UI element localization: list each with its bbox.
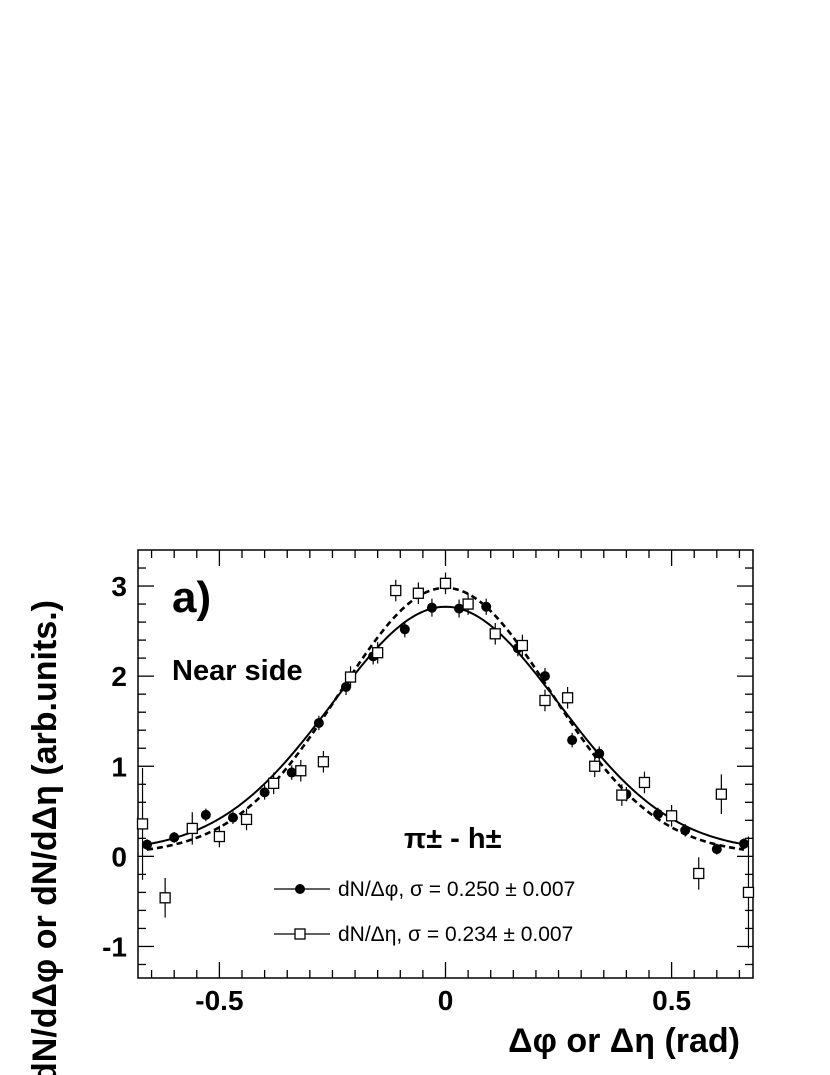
deta-point (616, 789, 628, 801)
deta-point (240, 813, 253, 826)
deta-point (638, 776, 651, 789)
dphi-point (711, 844, 722, 855)
deta-point (539, 694, 551, 707)
dphi-point (680, 825, 691, 836)
deta-point (268, 777, 280, 790)
dphi-point (594, 748, 605, 759)
y-tick-label: 3 (111, 571, 127, 602)
dphi-point (426, 602, 437, 613)
y-tick-label: -1 (102, 931, 127, 962)
dphi-point (567, 735, 578, 746)
deta-point (516, 639, 529, 652)
dphi-point (200, 809, 211, 820)
dphi-point (539, 671, 550, 682)
dphi-point (454, 603, 465, 614)
axis-ticks: -0.5 0 0.5 -1 0 1 2 3 (102, 550, 753, 1016)
y-tick-label: 0 (111, 841, 127, 872)
dphi-point (142, 839, 153, 850)
deta-point (344, 671, 357, 683)
dphi-point (259, 787, 270, 798)
data-points (136, 572, 755, 949)
deta-point (186, 822, 198, 835)
deta-point (317, 756, 330, 768)
dphi-point (399, 624, 410, 635)
x-tick-label: 0 (438, 985, 454, 1016)
deta-point (715, 788, 727, 800)
pair-label: π± - h± (404, 823, 502, 855)
plot-frame (137, 549, 754, 979)
deta-point (372, 647, 384, 659)
legend-label-dphi: dN/Δφ, σ = 0.250 ± 0.007 (338, 878, 575, 901)
deta-point (665, 810, 678, 822)
deta-point (462, 598, 474, 610)
deta-point (561, 692, 574, 704)
legend-label-deta: dN/Δη, σ = 0.234 ± 0.007 (338, 923, 573, 946)
deta-point (295, 765, 307, 777)
x-tick-label: 0.5 (652, 985, 691, 1016)
y-tick-label: 2 (111, 661, 127, 692)
dphi-point (653, 809, 664, 820)
legend-marker-deta (294, 928, 306, 940)
deta-point (742, 886, 755, 899)
deta-point (412, 587, 425, 599)
y-axis-title: dN/dΔφ or dN/dΔη (arb.units.) (26, 600, 64, 1075)
deta-point (136, 818, 149, 830)
deta-point (693, 867, 705, 880)
fit-deta (146, 586, 745, 851)
deta-point (213, 830, 226, 843)
deta-point (489, 628, 501, 640)
dphi-point (169, 832, 180, 843)
dphi-point (286, 767, 297, 778)
fit-dphi (146, 605, 745, 846)
deta-point (159, 892, 171, 904)
dphi-point (313, 718, 324, 729)
deta-point (589, 760, 601, 772)
near-side-annotation: Near side (172, 655, 303, 687)
deta-point (439, 577, 452, 589)
dphi-point (341, 681, 352, 692)
dphi-point (227, 812, 238, 823)
y-tick-label: 1 (111, 751, 127, 782)
legend: dN/Δφ, σ = 0.250 ± 0.007 dN/Δη, σ = 0.23… (274, 878, 575, 946)
fit-curves (146, 586, 745, 851)
dphi-point (481, 601, 492, 612)
dphi-point (738, 838, 749, 849)
legend-marker-dphi (295, 884, 305, 894)
x-axis-title: Δφ or Δη (rad) (508, 1022, 740, 1060)
deta-point (390, 584, 402, 597)
panel-label: a) (172, 573, 211, 622)
x-tick-label: -0.5 (195, 985, 243, 1016)
